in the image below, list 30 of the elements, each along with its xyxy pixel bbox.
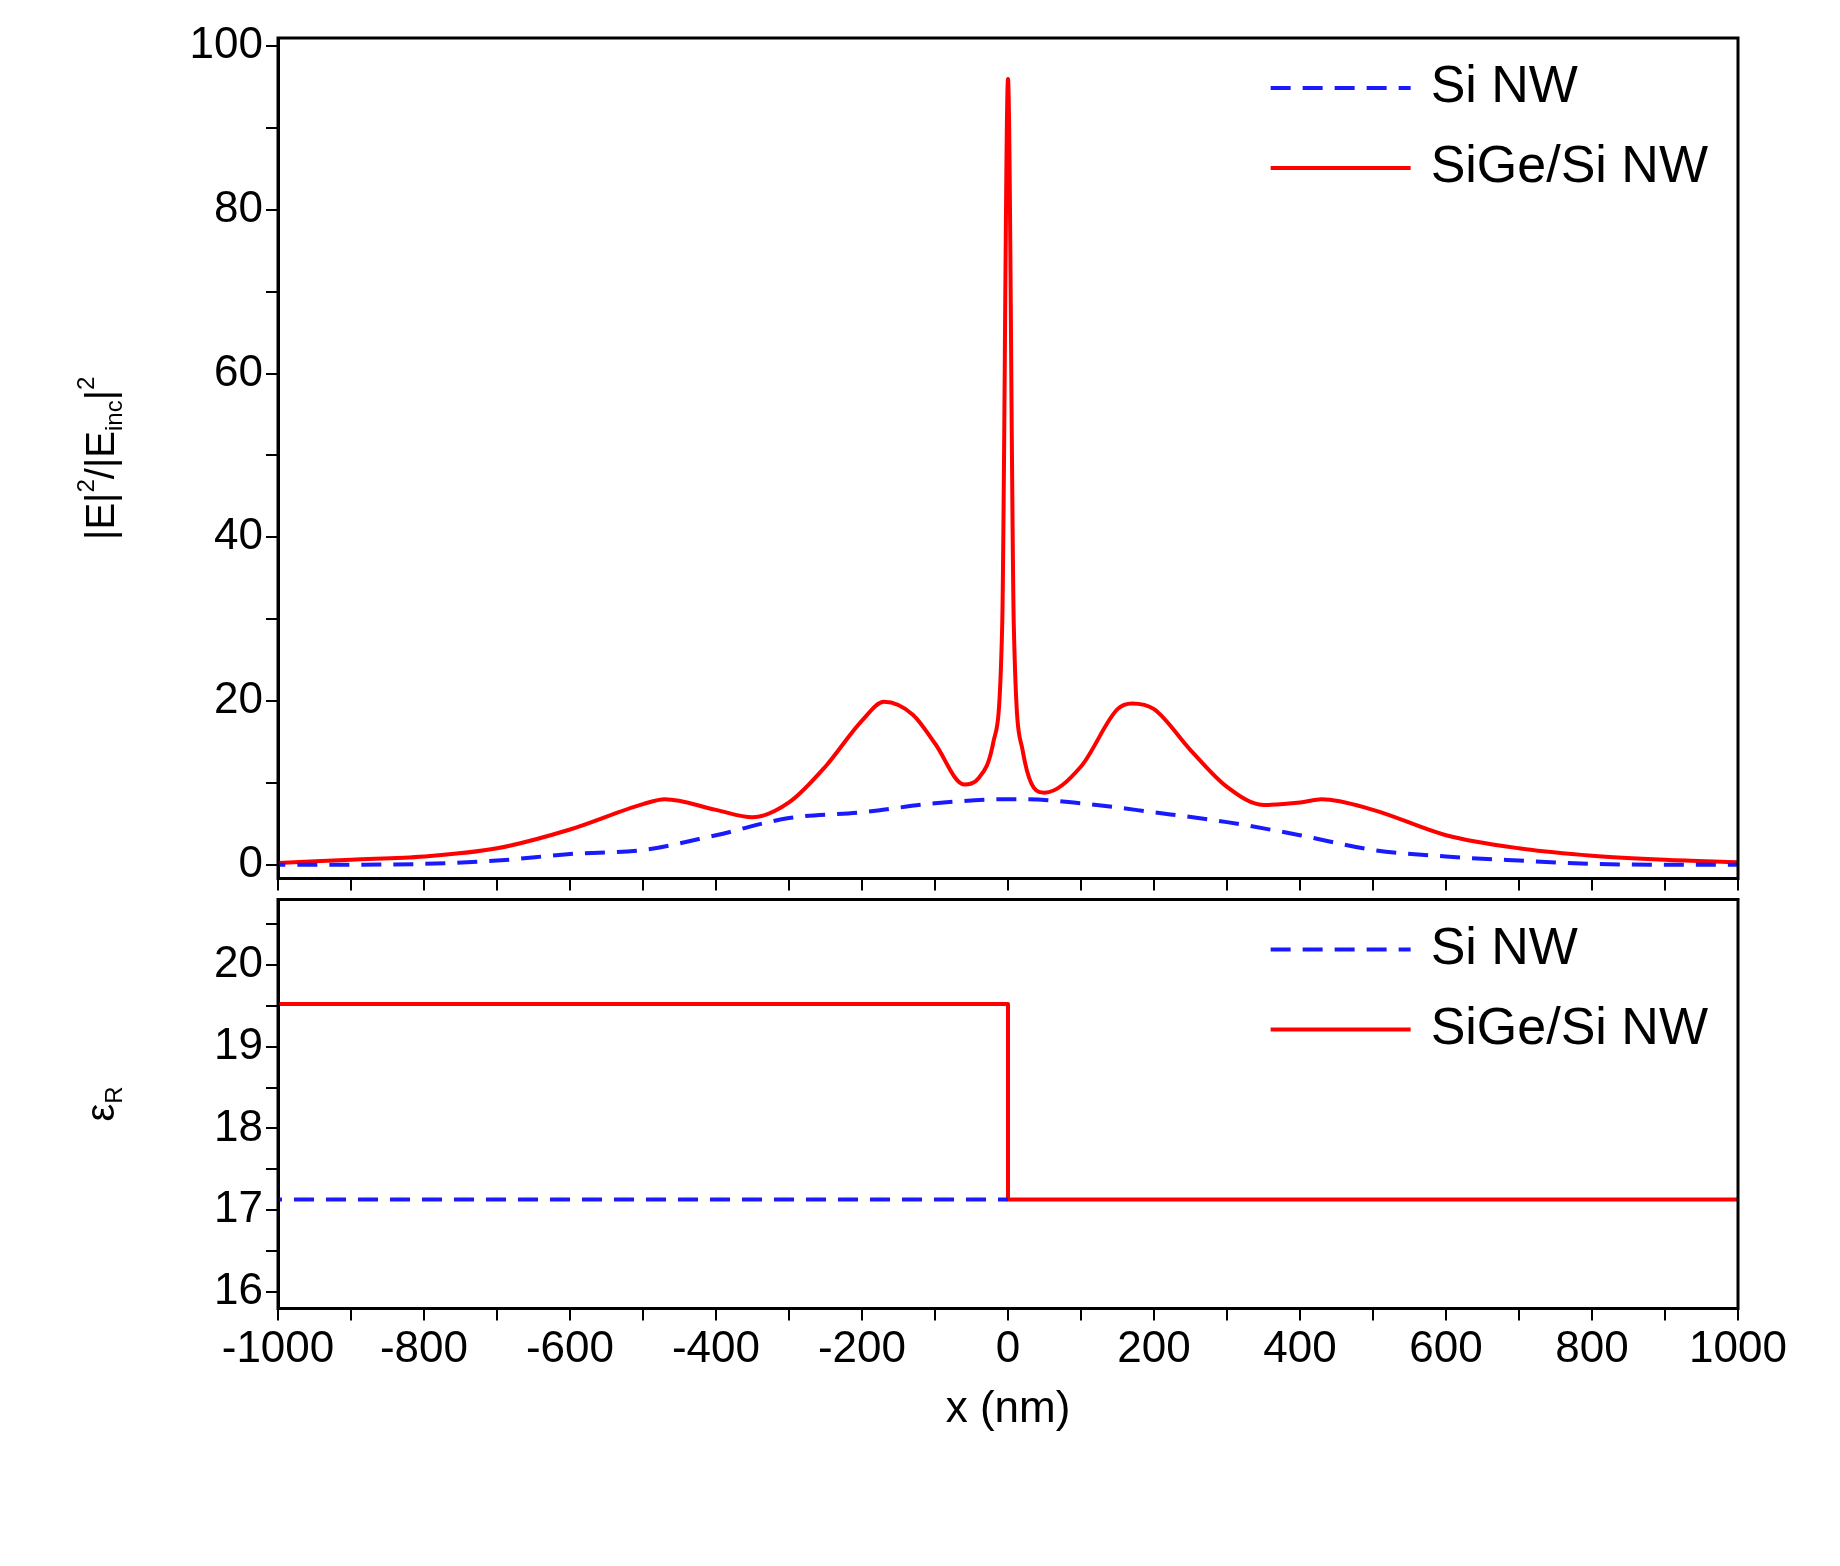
y-tick-label: 19 [214, 1018, 263, 1068]
x-tick-label: -200 [817, 1321, 907, 1371]
y-tick-label: 60 [214, 345, 263, 395]
y-tick-label: 80 [214, 182, 263, 232]
x-tick-label: 0 [995, 1321, 1021, 1371]
y-tick-label: 40 [214, 509, 263, 559]
y-tick-label: 0 [238, 836, 263, 886]
line-series [278, 797, 1738, 867]
x-axis-title: x (nm) [945, 1381, 1071, 1431]
x-tick-label: -1000 [221, 1321, 335, 1371]
x-tick-label: 800 [1555, 1321, 1629, 1371]
x-tick-label: -400 [671, 1321, 761, 1371]
x-tick-label: -600 [525, 1321, 615, 1371]
legend-label: Si NW [1430, 55, 1578, 114]
x-tick-label: 200 [1117, 1321, 1191, 1371]
legend-label: SiGe/Si NW [1430, 135, 1709, 194]
y-tick-label: 18 [214, 1100, 263, 1150]
legend-label: SiGe/Si NW [1430, 996, 1709, 1055]
y-tick-label: 17 [214, 1182, 263, 1232]
x-tick-label: 400 [1263, 1321, 1337, 1371]
y-tick-label: 16 [214, 1264, 263, 1314]
x-tick-label: 1000 [1689, 1321, 1787, 1371]
y-tick-label: 20 [214, 673, 263, 723]
x-tick-label: 600 [1409, 1321, 1483, 1371]
x-tick-label: -800 [379, 1321, 469, 1371]
legend-label: Si NW [1430, 916, 1578, 975]
y-tick-label: 100 [189, 18, 263, 68]
y-tick-label: 20 [214, 936, 263, 986]
y-axis-title: |E|2/|Einc|2 [71, 376, 127, 541]
y-axis-title: εR [78, 1086, 127, 1122]
